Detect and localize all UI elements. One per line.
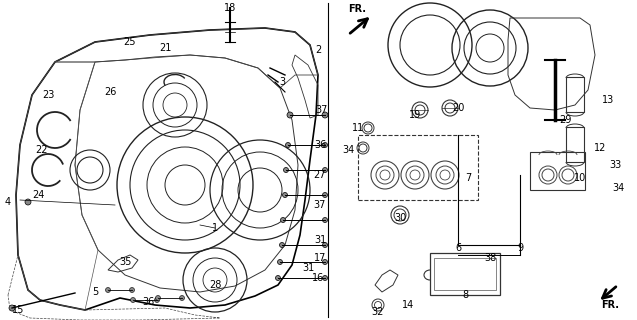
Text: 3: 3	[279, 77, 285, 87]
Text: 20: 20	[452, 103, 464, 113]
Bar	[358, 135, 478, 200]
Text: 22: 22	[36, 145, 48, 155]
Circle shape	[322, 260, 327, 265]
Text: 27: 27	[314, 170, 326, 180]
Bar	[530, 152, 585, 190]
Circle shape	[180, 295, 185, 300]
Text: 16: 16	[312, 273, 324, 283]
Text: 5: 5	[92, 287, 98, 297]
Text: 1: 1	[212, 223, 218, 233]
Circle shape	[278, 260, 282, 265]
Circle shape	[275, 276, 280, 281]
Text: 36: 36	[142, 297, 154, 307]
Text: 31: 31	[302, 263, 314, 273]
Circle shape	[155, 298, 159, 302]
Bar	[566, 127, 584, 162]
Text: 30: 30	[394, 213, 406, 223]
Text: 34: 34	[342, 145, 354, 155]
Circle shape	[129, 287, 134, 292]
Text: 36: 36	[314, 140, 326, 150]
Text: 13: 13	[602, 95, 614, 105]
Text: 24: 24	[32, 190, 44, 200]
Circle shape	[322, 112, 328, 118]
Text: 14: 14	[402, 300, 414, 310]
Circle shape	[9, 305, 15, 311]
Circle shape	[322, 193, 327, 197]
Circle shape	[285, 142, 290, 148]
Text: 17: 17	[314, 253, 326, 263]
Text: 12: 12	[594, 143, 606, 153]
Text: 38: 38	[484, 253, 496, 263]
Circle shape	[282, 193, 287, 197]
Text: 28: 28	[209, 280, 221, 290]
Circle shape	[322, 167, 327, 172]
Text: 32: 32	[372, 307, 384, 317]
Circle shape	[322, 142, 327, 148]
Circle shape	[322, 276, 327, 281]
Text: 18: 18	[224, 3, 236, 13]
Circle shape	[283, 167, 289, 172]
Text: 4: 4	[5, 197, 11, 207]
Text: 8: 8	[462, 290, 468, 300]
Bar	[434, 258, 496, 290]
Text: 35: 35	[119, 257, 131, 267]
Text: 37: 37	[316, 105, 328, 115]
Text: 7: 7	[465, 173, 471, 183]
Text: 31: 31	[314, 235, 326, 245]
Circle shape	[322, 218, 327, 222]
Text: 9: 9	[517, 243, 523, 253]
Circle shape	[25, 199, 31, 205]
Text: FR.: FR.	[348, 4, 366, 14]
Text: 15: 15	[12, 305, 24, 315]
Text: 26: 26	[104, 87, 116, 97]
Bar	[566, 77, 584, 112]
Text: FR.: FR.	[601, 300, 619, 310]
Circle shape	[280, 243, 285, 247]
Circle shape	[155, 295, 161, 300]
Text: 21: 21	[159, 43, 171, 53]
Text: 10: 10	[574, 173, 586, 183]
Bar	[430, 253, 500, 295]
Text: 11: 11	[352, 123, 364, 133]
Text: 19: 19	[409, 110, 421, 120]
Circle shape	[106, 287, 110, 292]
Text: 2: 2	[315, 45, 321, 55]
Text: 29: 29	[559, 115, 571, 125]
Text: 25: 25	[124, 37, 136, 47]
Circle shape	[131, 298, 136, 302]
Circle shape	[322, 243, 327, 247]
Circle shape	[280, 218, 285, 222]
Text: 6: 6	[455, 243, 461, 253]
Circle shape	[287, 112, 293, 118]
Text: 23: 23	[42, 90, 54, 100]
Text: 34: 34	[612, 183, 624, 193]
Text: 33: 33	[609, 160, 621, 170]
Text: 37: 37	[314, 200, 326, 210]
